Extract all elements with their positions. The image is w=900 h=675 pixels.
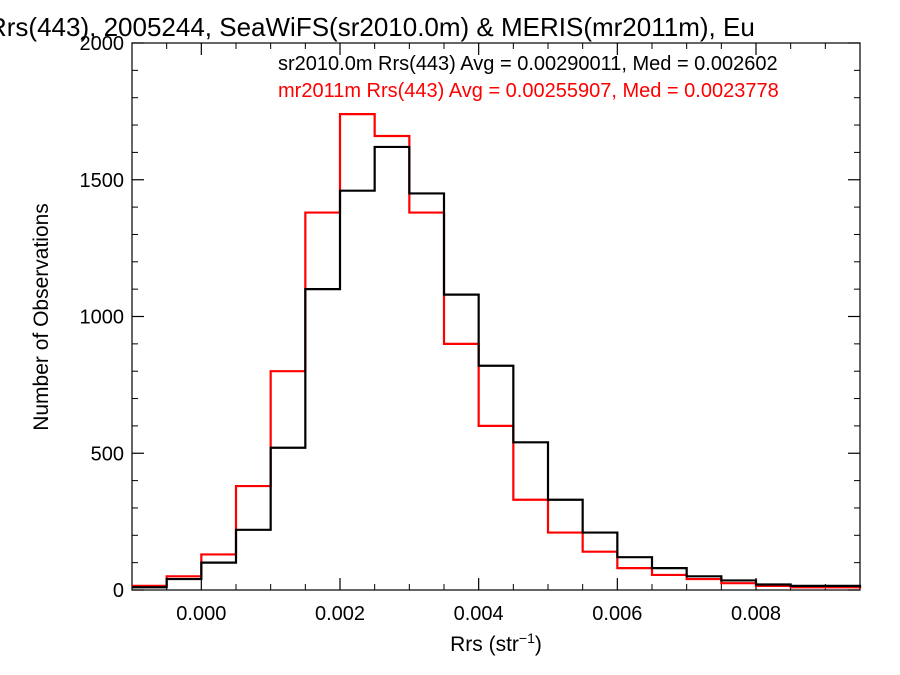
y-axis-label: Number of Observations [30,203,53,431]
x-tick-label: 0.006 [592,603,642,625]
series-line [132,145,862,589]
plot-frame [131,42,861,591]
legend-entry-sr2010: sr2010.0m Rrs(443) Avg = 0.00290011, Med… [278,53,778,75]
y-tick-label: 0 [113,580,124,602]
y-tick-label: 500 [91,443,124,465]
y-tick-label: 1000 [80,307,125,329]
y-tick-label: 2000 [80,33,125,55]
legend: sr2010.0m Rrs(443) Avg = 0.00290011, Med… [278,53,779,102]
y-axis-ticks: 0 500 1000 1500 2000 [80,33,860,602]
legend-entry-mr2011m: mr2011m Rrs(443) Avg = 0.00255907, Med =… [278,80,779,102]
x-tick-label: 0.008 [731,603,781,625]
series-lines [132,113,862,589]
y-tick-label: 1500 [80,170,125,192]
series-line [132,113,862,589]
x-axis-label-main: Rrs (str [450,633,519,656]
x-axis-label-superscript: −1 [519,630,535,646]
x-axis-ticks: 0.000 0.002 0.004 0.006 0.008 [166,43,826,625]
x-tick-label: 0.000 [176,603,226,625]
x-axis-label: Rrs (str−1) [450,630,542,656]
x-axis-label-suffix: ) [535,633,542,656]
chart-title: Rrs(443), 2005244, SeaWiFS(sr2010.0m) & … [0,12,755,42]
x-tick-label: 0.002 [315,603,365,625]
plot-area: 0.000 0.002 0.004 0.006 0.008 0 500 1000 1500 20… [80,33,862,625]
x-tick-label: 0.004 [454,603,504,625]
